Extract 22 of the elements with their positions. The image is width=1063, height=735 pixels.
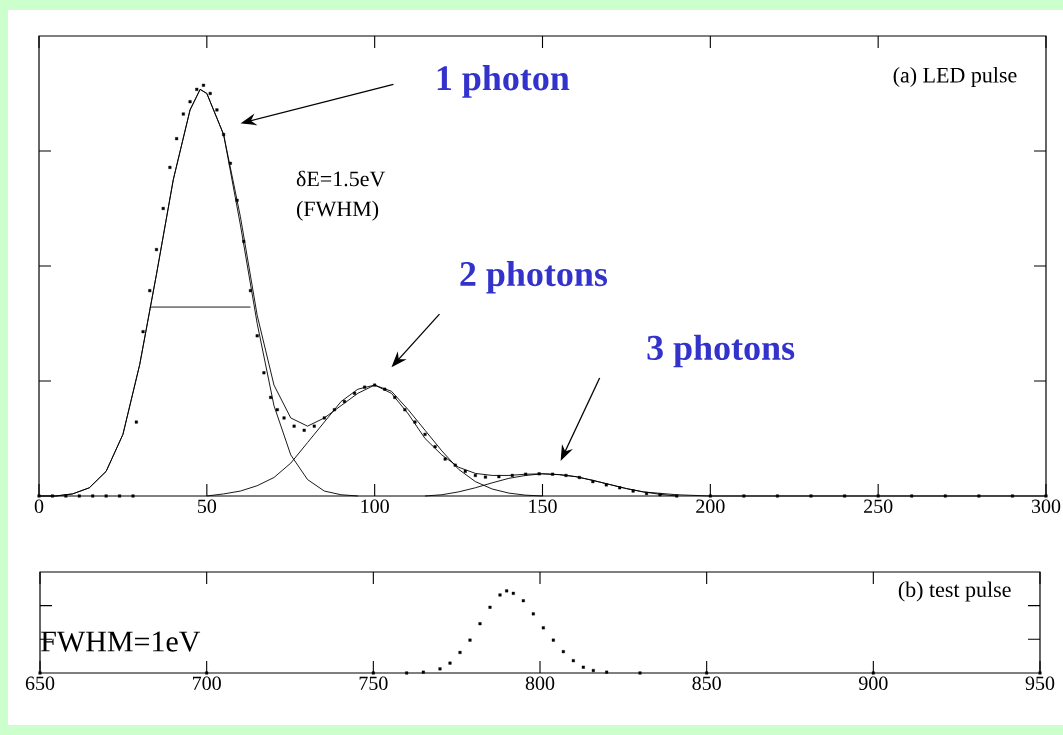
x-tick-label: 0 bbox=[34, 499, 44, 514]
x-tick-label: 900 bbox=[858, 676, 888, 691]
x-tick-label: 850 bbox=[692, 676, 721, 691]
annotation: 2 photons bbox=[460, 260, 608, 294]
annotation: (FWHM) bbox=[296, 200, 379, 221]
annotation: 3 photons bbox=[647, 334, 795, 368]
x-tick-label: 750 bbox=[359, 676, 388, 691]
x-tick-label: 100 bbox=[361, 499, 389, 514]
annotation: 1 photon bbox=[437, 65, 570, 98]
x-tick-label: 50 bbox=[198, 499, 217, 514]
x-tick-label: 250 bbox=[864, 499, 893, 514]
x-tick-label: 650 bbox=[25, 676, 55, 691]
x-tick-label: 950 bbox=[1025, 676, 1055, 691]
x-tick-label: 700 bbox=[192, 676, 221, 691]
annotation: FWHM=1eV bbox=[41, 631, 201, 652]
chart-title: (b) test pulse bbox=[898, 581, 1011, 602]
x-tick-label: 300 bbox=[1031, 499, 1061, 514]
chart-title: (a) LED pulse bbox=[893, 67, 1017, 88]
x-tick-label: 150 bbox=[529, 499, 557, 514]
annotation: δE=1.5eV bbox=[296, 170, 386, 187]
x-tick-label: 800 bbox=[525, 676, 555, 691]
x-tick-label: 200 bbox=[696, 499, 725, 514]
